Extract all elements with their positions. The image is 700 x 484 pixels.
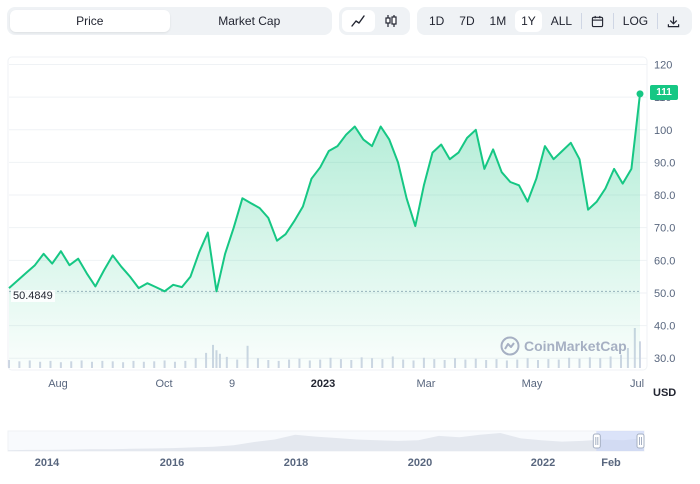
y-tick-label: 60.0: [654, 255, 675, 267]
range-all-button[interactable]: ALL: [550, 14, 573, 28]
start-price-label: 50.4849: [11, 290, 55, 302]
download-button[interactable]: [661, 10, 686, 32]
navigator-history: [8, 433, 644, 451]
coinmarketcap-logo-icon: [500, 336, 520, 356]
toolbar-divider: [581, 13, 583, 29]
range-1d-button[interactable]: 1D: [429, 14, 445, 28]
tab-price[interactable]: Price: [10, 10, 170, 32]
current-price-dot: [636, 90, 644, 98]
navigator-year-label: 2022: [530, 457, 556, 469]
x-tick-label: Mar: [417, 378, 436, 390]
watermark: CoinMarketCap: [500, 336, 627, 356]
x-tick-label: Oct: [155, 378, 172, 390]
y-tick-label: 70.0: [654, 223, 675, 235]
navigator-year-label: 2014: [34, 457, 60, 469]
x-axis: Aug Oct 9 2023 Mar May Jul: [48, 378, 644, 390]
x-tick-label: Aug: [48, 378, 68, 390]
navigator-handles[interactable]: [592, 433, 645, 449]
range-toolbar: 1D 7D 1M 1Y ALL LOG: [417, 7, 692, 35]
navigator-handle[interactable]: [592, 433, 601, 449]
date-picker-button[interactable]: [585, 10, 610, 32]
navigator-year-label: 2016: [159, 457, 185, 469]
y-tick-label: 100: [654, 125, 672, 137]
line-chart-button[interactable]: [342, 10, 375, 32]
line-chart-icon: [351, 15, 365, 27]
log-scale-button[interactable]: LOG: [622, 14, 649, 28]
navigator-year-label: 2018: [283, 457, 309, 469]
x-tick-label: 9: [229, 378, 235, 390]
navigator-year-label: 2020: [407, 457, 433, 469]
navigator-handle[interactable]: [636, 433, 645, 449]
x-tick-label: Jul: [630, 378, 644, 390]
navigator-selection[interactable]: [596, 431, 644, 451]
x-tick-label: 2023: [311, 378, 335, 390]
toolbar-divider: [612, 13, 614, 29]
navigator-year-label: Feb: [601, 457, 621, 469]
watermark-text: CoinMarketCap: [524, 338, 627, 354]
price-marketcap-switch: Price Market Cap: [7, 7, 332, 35]
price-line: [8, 93, 641, 293]
price-chart[interactable]: 30.040.050.060.070.080.090.0100110120 Au…: [0, 50, 700, 400]
y-tick-label: 120: [654, 60, 672, 72]
range-1m-button[interactable]: 1M: [489, 14, 507, 28]
y-tick-label: 80.0: [654, 190, 675, 202]
y-tick-label: 50.0: [654, 288, 675, 300]
chart-type-switch: [339, 7, 410, 35]
y-tick-label: 30.0: [654, 353, 675, 365]
currency-label: USD: [653, 387, 677, 399]
range-navigator[interactable]: [0, 428, 700, 454]
range-7d-button[interactable]: 7D: [459, 14, 475, 28]
download-icon: [667, 15, 680, 27]
current-price-badge: 111: [650, 85, 678, 100]
candlestick-icon: [385, 15, 397, 27]
candlestick-button[interactable]: [375, 10, 408, 32]
range-1y-button[interactable]: 1Y: [515, 10, 542, 32]
y-tick-label: 40.0: [654, 321, 675, 333]
tab-market-cap[interactable]: Market Cap: [218, 14, 281, 28]
calendar-icon: [591, 15, 604, 27]
toolbar-divider: [657, 13, 659, 29]
x-tick-label: May: [522, 378, 543, 390]
y-axis: 30.040.050.060.070.080.090.0100110120: [654, 60, 675, 366]
y-tick-label: 90.0: [654, 157, 675, 169]
